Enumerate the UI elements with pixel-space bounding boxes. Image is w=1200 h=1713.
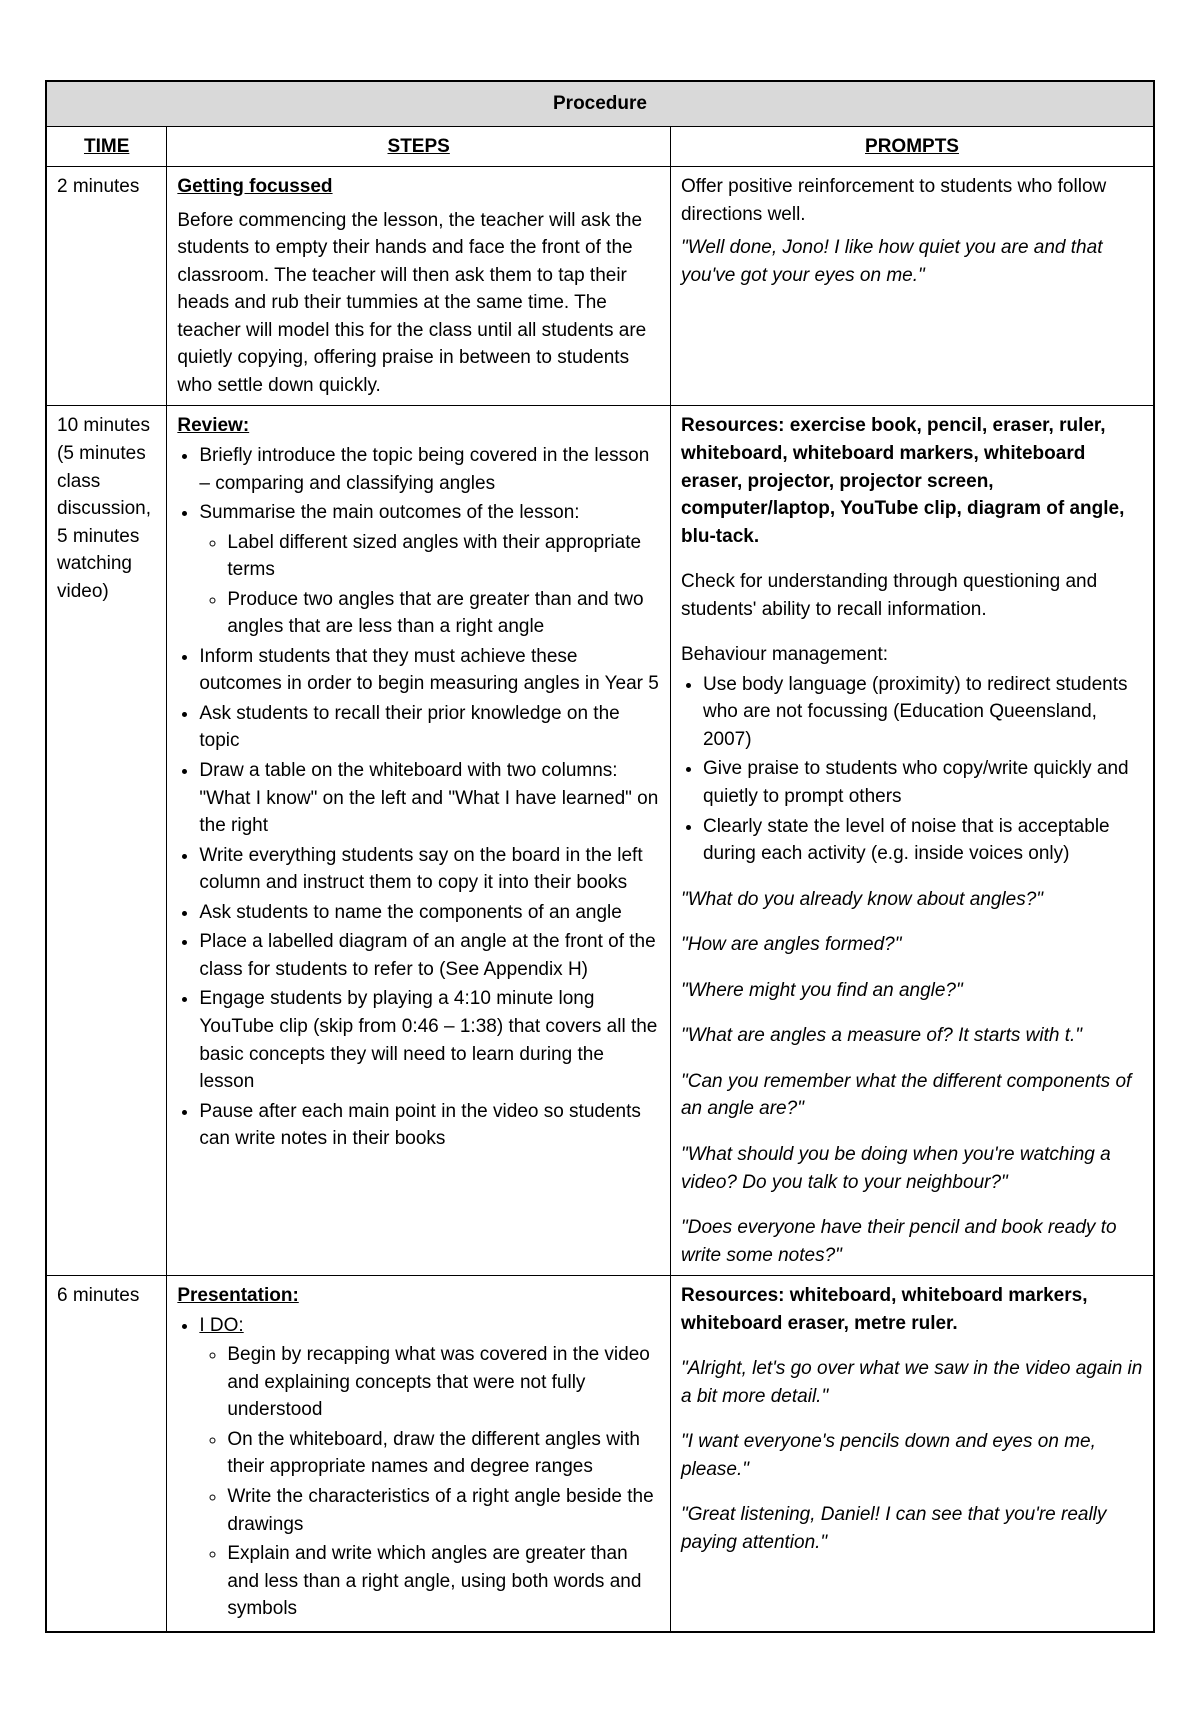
steps-heading: Getting focussed (177, 173, 660, 201)
list-item: Clearly state the level of noise that is… (703, 813, 1143, 868)
column-header-row: TIME STEPS PROMPTS (46, 126, 1154, 167)
procedure-title-row: Procedure (46, 81, 1154, 126)
header-time: TIME (46, 126, 167, 167)
prompts-cell: Resources: whiteboard, whiteboard marker… (670, 1276, 1154, 1632)
procedure-title: Procedure (46, 81, 1154, 126)
prompt-lead: Offer positive reinforcement to students… (681, 173, 1143, 228)
list-item: Draw a table on the whiteboard with two … (199, 757, 660, 840)
list-item: Explain and write which angles are great… (227, 1540, 660, 1623)
list-item: On the whiteboard, draw the different an… (227, 1426, 660, 1481)
time-cell: 6 minutes (46, 1276, 167, 1632)
list-item: Write everything students say on the boa… (199, 842, 660, 897)
prompt-resources: Resources: whiteboard, whiteboard marker… (681, 1282, 1143, 1337)
prompt-quote: "Where might you find an angle?" (681, 977, 1143, 1005)
prompt-quote: "What should you be doing when you're wa… (681, 1141, 1143, 1196)
list-item: Ask students to name the components of a… (199, 899, 660, 927)
ido-label: I DO: (199, 1315, 243, 1336)
behaviour-management-list: Use body language (proximity) to redirec… (681, 671, 1143, 868)
list-item: Summarise the main outcomes of the lesso… (199, 499, 660, 641)
prompt-quote: "How are angles formed?" (681, 931, 1143, 959)
list-item: Place a labelled diagram of an angle at … (199, 928, 660, 983)
prompts-cell: Resources: exercise book, pencil, eraser… (670, 406, 1154, 1276)
time-cell: 2 minutes (46, 167, 167, 406)
steps-body: Before commencing the lesson, the teache… (177, 207, 660, 400)
steps-cell: Presentation: I DO: Begin by recapping w… (167, 1276, 671, 1632)
list-item: Pause after each main point in the video… (199, 1098, 660, 1153)
list-item: Label different sized angles with their … (227, 529, 660, 584)
header-prompts: PROMPTS (670, 126, 1154, 167)
list-item: Briefly introduce the topic being covere… (199, 442, 660, 497)
steps-cell: Getting focussed Before commencing the l… (167, 167, 671, 406)
prompt-resources: Resources: exercise book, pencil, eraser… (681, 412, 1143, 550)
steps-heading: Review: (177, 412, 660, 440)
steps-heading: Presentation: (177, 1282, 660, 1310)
prompt-quote: "Can you remember what the different com… (681, 1068, 1143, 1123)
steps-bullet-list: I DO: Begin by recapping what was covere… (177, 1312, 660, 1623)
list-item: Begin by recapping what was covered in t… (227, 1341, 660, 1424)
prompt-check: Check for understanding through question… (681, 568, 1143, 623)
steps-bullet-list: Briefly introduce the topic being covere… (177, 442, 660, 1153)
list-item: Engage students by playing a 4:10 minute… (199, 985, 660, 1095)
procedure-table: Procedure TIME STEPS PROMPTS 2 minutes G… (45, 80, 1155, 1633)
prompt-quote: "Does everyone have their pencil and boo… (681, 1214, 1143, 1269)
prompt-quote: "What are angles a measure of? It starts… (681, 1022, 1143, 1050)
time-cell: 10 minutes (5 minutes class discussion, … (46, 406, 167, 1276)
list-item: Give praise to students who copy/write q… (703, 755, 1143, 810)
prompt-quote: "Well done, Jono! I like how quiet you a… (681, 234, 1143, 289)
steps-sub-list: Label different sized angles with their … (199, 529, 660, 641)
list-item: Use body language (proximity) to redirec… (703, 671, 1143, 754)
table-row: 2 minutes Getting focussed Before commen… (46, 167, 1154, 406)
ido-sub-list: Begin by recapping what was covered in t… (199, 1341, 660, 1622)
table-row: 10 minutes (5 minutes class discussion, … (46, 406, 1154, 1276)
table-row: 6 minutes Presentation: I DO: Begin by r… (46, 1276, 1154, 1632)
steps-cell: Review: Briefly introduce the topic bein… (167, 406, 671, 1276)
list-item: Ask students to recall their prior knowl… (199, 700, 660, 755)
list-item: Inform students that they must achieve t… (199, 643, 660, 698)
list-item: I DO: Begin by recapping what was covere… (199, 1312, 660, 1623)
prompts-cell: Offer positive reinforcement to students… (670, 167, 1154, 406)
prompt-quote: "What do you already know about angles?" (681, 886, 1143, 914)
prompt-quote: "Great listening, Daniel! I can see that… (681, 1501, 1143, 1556)
behaviour-management-heading: Behaviour management: (681, 641, 1143, 669)
list-item-text: Summarise the main outcomes of the lesso… (199, 502, 579, 523)
list-item: Write the characteristics of a right ang… (227, 1483, 660, 1538)
list-item: Produce two angles that are greater than… (227, 586, 660, 641)
prompt-quote: "Alright, let's go over what we saw in t… (681, 1355, 1143, 1410)
header-steps: STEPS (167, 126, 671, 167)
prompt-quote: "I want everyone's pencils down and eyes… (681, 1428, 1143, 1483)
